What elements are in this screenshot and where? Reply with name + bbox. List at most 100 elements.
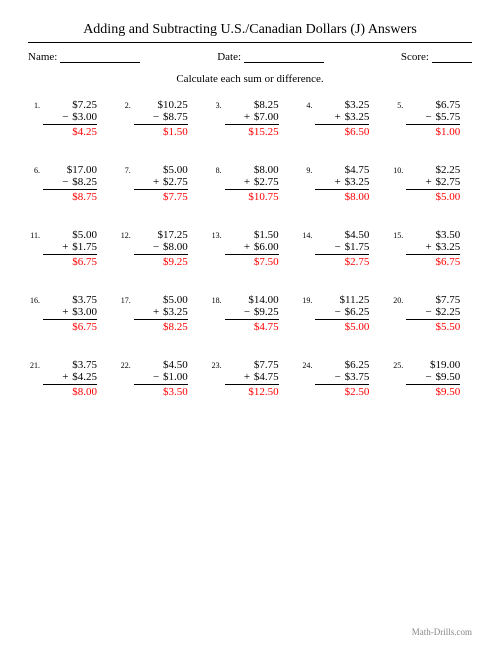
operator: + [335, 176, 345, 188]
operator: + [153, 176, 163, 188]
operand-bottom: +$3.25 [315, 111, 369, 125]
operand-top: $6.75 [406, 99, 460, 111]
operand-top: $7.25 [43, 99, 97, 111]
operator: − [153, 111, 163, 123]
problem: 21.$3.75+$4.25$8.00 [28, 359, 109, 398]
answer: $9.25 [134, 255, 188, 268]
operand-top: $11.25 [315, 294, 369, 306]
problem: 18.$14.00−$9.25$4.75 [210, 294, 291, 333]
answer: $9.50 [406, 385, 460, 398]
problem-number: 24. [300, 359, 315, 370]
operand-top: $4.50 [134, 359, 188, 371]
operator: − [244, 306, 254, 318]
problem-stack: $1.50+$6.00$7.50 [225, 229, 279, 268]
problem: 2.$10.25−$8.75$1.50 [119, 99, 200, 138]
answer: $6.50 [315, 125, 369, 138]
operator: + [244, 241, 254, 253]
problem-number: 25. [391, 359, 406, 370]
problem-number: 19. [300, 294, 315, 305]
problem: 12.$17.25−$8.00$9.25 [119, 229, 200, 268]
answer: $10.75 [225, 190, 279, 203]
problem-number: 22. [119, 359, 134, 370]
operand-bottom: −$8.25 [43, 176, 97, 190]
answer: $8.00 [315, 190, 369, 203]
problem: 14.$4.50−$1.75$2.75 [300, 229, 381, 268]
operand-bottom: +$3.25 [406, 241, 460, 255]
operand-bottom: −$9.50 [406, 371, 460, 385]
answer: $6.75 [43, 255, 97, 268]
score-blank[interactable] [432, 51, 472, 63]
meta-row: Name: Date: Score: [28, 51, 472, 63]
operator: + [244, 111, 254, 123]
answer: $6.75 [43, 320, 97, 333]
problem-stack: $17.25−$8.00$9.25 [134, 229, 188, 268]
operand-bottom: −$5.75 [406, 111, 460, 125]
operand-top: $3.25 [315, 99, 369, 111]
answer: $1.00 [406, 125, 460, 138]
name-blank[interactable] [60, 51, 140, 63]
problem-number: 21. [28, 359, 43, 370]
answer: $4.75 [225, 320, 279, 333]
problem: 17.$5.00+$3.25$8.25 [119, 294, 200, 333]
problem: 7.$5.00+$2.75$7.75 [119, 164, 200, 203]
operator: − [153, 241, 163, 253]
operand-top: $8.00 [225, 164, 279, 176]
answer: $5.50 [406, 320, 460, 333]
problem: 4.$3.25+$3.25$6.50 [300, 99, 381, 138]
operator: − [153, 371, 163, 383]
problem: 10.$2.25+$2.75$5.00 [391, 164, 472, 203]
problem-stack: $6.75−$5.75$1.00 [406, 99, 460, 138]
problem-number: 13. [210, 229, 225, 240]
operator: − [62, 176, 72, 188]
title-rule [28, 42, 472, 43]
worksheet-page: Adding and Subtracting U.S./Canadian Dol… [0, 0, 500, 647]
problem: 1.$7.25−$3.00$4.25 [28, 99, 109, 138]
problem-number: 18. [210, 294, 225, 305]
problem: 6.$17.00−$8.25$8.75 [28, 164, 109, 203]
problem: 22.$4.50−$1.00$3.50 [119, 359, 200, 398]
problem-number: 2. [119, 99, 134, 110]
problem-number: 20. [391, 294, 406, 305]
operand-top: $5.00 [134, 164, 188, 176]
footer-text: Math-Drills.com [412, 627, 472, 637]
instruction-text: Calculate each sum or difference. [28, 73, 472, 85]
answer: $8.25 [134, 320, 188, 333]
operator: + [335, 111, 345, 123]
problem-stack: $5.00+$2.75$7.75 [134, 164, 188, 203]
problem-stack: $8.25+$7.00$15.25 [225, 99, 279, 138]
operand-bottom: +$3.25 [134, 306, 188, 320]
operator: + [153, 306, 163, 318]
operand-bottom: −$3.75 [315, 371, 369, 385]
problem: 9.$4.75+$3.25$8.00 [300, 164, 381, 203]
answer: $15.25 [225, 125, 279, 138]
problem-stack: $4.50−$1.00$3.50 [134, 359, 188, 398]
operand-top: $7.75 [406, 294, 460, 306]
problem-number: 6. [28, 164, 43, 175]
answer: $4.25 [43, 125, 97, 138]
operand-top: $3.75 [43, 359, 97, 371]
problem-number: 17. [119, 294, 134, 305]
problem: 23.$7.75+$4.75$12.50 [210, 359, 291, 398]
problem-stack: $19.00−$9.50$9.50 [406, 359, 460, 398]
problem-number: 3. [210, 99, 225, 110]
operand-bottom: +$2.75 [134, 176, 188, 190]
operand-top: $4.75 [315, 164, 369, 176]
operator: + [244, 371, 254, 383]
date-blank[interactable] [244, 51, 324, 63]
operand-bottom: −$9.25 [225, 306, 279, 320]
answer: $3.50 [134, 385, 188, 398]
problem-stack: $2.25+$2.75$5.00 [406, 164, 460, 203]
problem: 25.$19.00−$9.50$9.50 [391, 359, 472, 398]
operand-bottom: −$3.00 [43, 111, 97, 125]
problem: 16.$3.75+$3.00$6.75 [28, 294, 109, 333]
problem-stack: $6.25−$3.75$2.50 [315, 359, 369, 398]
answer: $7.50 [225, 255, 279, 268]
problem: 19.$11.25−$6.25$5.00 [300, 294, 381, 333]
operator: − [425, 371, 435, 383]
problem-stack: $3.50+$3.25$6.75 [406, 229, 460, 268]
date-label: Date: [217, 51, 241, 63]
problem-number: 1. [28, 99, 43, 110]
answer: $8.75 [43, 190, 97, 203]
answer: $5.00 [406, 190, 460, 203]
name-label: Name: [28, 51, 57, 63]
